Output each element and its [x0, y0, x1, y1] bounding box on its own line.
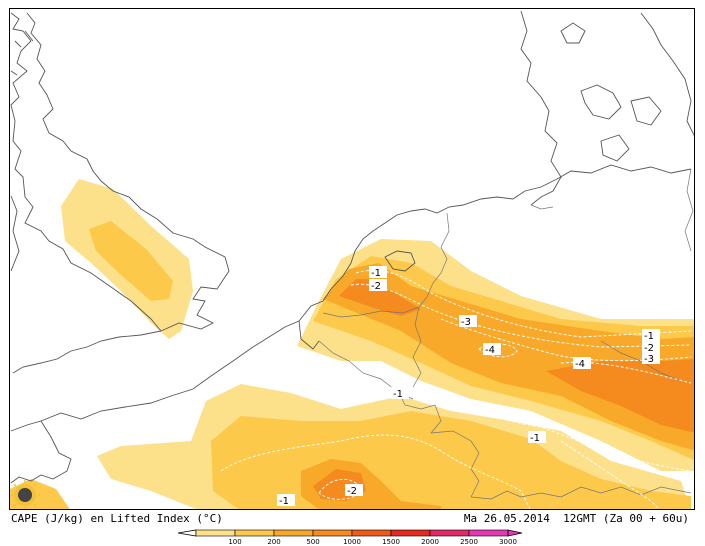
legend-swatch: [312, 529, 353, 537]
lifted-index-labels: -1 -2 -3 -4 -1 -2 -3 -4 -1 -1 -1 -2: [277, 266, 660, 507]
border-luxembourg: [398, 392, 442, 434]
legend-label: 2000: [421, 538, 439, 546]
svg-text:-1: -1: [393, 389, 403, 400]
li-label: -1: [391, 387, 409, 400]
border-belgium-netherlands: [322, 306, 420, 318]
legend-arrow-high: [507, 529, 523, 537]
legend-label: 1500: [382, 538, 400, 546]
coast-baltic-germany: [556, 164, 692, 180]
coast-ireland: [10, 195, 20, 272]
coastlines: [10, 10, 694, 484]
legend-swatch: [390, 529, 431, 537]
svg-text:-2: -2: [644, 343, 654, 354]
svg-text:-2: -2: [347, 486, 357, 497]
legend-arrow-low: [177, 529, 197, 537]
legend-swatch: [429, 529, 470, 537]
legend-label: 1000: [343, 538, 361, 546]
svg-text:-3: -3: [461, 317, 471, 328]
legend-swatch: [234, 529, 275, 537]
svg-text:-4: -4: [485, 345, 495, 356]
legend-swatch: [273, 529, 314, 537]
map-panel: -1 -2 -3 -4 -1 -2 -3 -4 -1 -1 -1 -2: [9, 8, 695, 510]
sun-logo-icon: [10, 480, 40, 509]
li-label: -2: [642, 341, 660, 354]
coast-ijsselmeer: [384, 250, 416, 272]
border-france-germany: [430, 430, 480, 498]
li-label: -1: [277, 494, 295, 507]
svg-text:-1: -1: [279, 496, 289, 507]
legend-swatch: [468, 529, 509, 537]
svg-text:-1: -1: [530, 433, 540, 444]
coast-france-north: [40, 320, 320, 422]
svg-text:-2: -2: [371, 281, 381, 292]
coast-brittany: [10, 420, 72, 484]
legend-swatch: [195, 529, 236, 537]
legend-swatch: [351, 529, 392, 537]
coast-britain-south: [12, 330, 162, 374]
border-germany-denmark: [530, 204, 554, 210]
coast-scotland-islands: [10, 30, 34, 76]
cape-area-germany-deep: [546, 359, 694, 433]
svg-text:-1: -1: [371, 268, 381, 279]
coast-denmark-islands: [560, 22, 662, 162]
map-caption-left: CAPE (J/kg) en Lifted Index (°C): [11, 512, 223, 525]
cape-shading: [10, 179, 694, 509]
legend-label: 2500: [460, 538, 478, 546]
li-label: -3: [642, 352, 660, 365]
border-germany-czech: [600, 340, 682, 382]
svg-text:-4: -4: [575, 359, 585, 370]
li-label: -1: [528, 431, 546, 444]
li-label: -2: [345, 484, 363, 497]
coast-denmark: [520, 10, 562, 206]
border-germany-austria: [560, 486, 692, 498]
li-label: -1: [369, 266, 387, 279]
legend-label: 500: [306, 538, 319, 546]
border-netherlands-germany: [418, 212, 450, 308]
li-label: -4: [573, 357, 591, 370]
map-caption-right: Ma 26.05.2014 12GMT (Za 00 + 60u): [463, 512, 689, 525]
li-label: -1: [642, 329, 660, 342]
coast-benelux: [298, 178, 558, 322]
cape-legend: 100 200 500 1000 1500 2000 2500 3000: [176, 528, 530, 546]
svg-text:-3: -3: [644, 354, 654, 365]
legend-label: 100: [228, 538, 241, 546]
svg-text:-1: -1: [644, 331, 654, 342]
coast-sweden: [640, 12, 694, 137]
cape-area-netherlands-deep: [339, 279, 421, 316]
map-canvas: -1 -2 -3 -4 -1 -2 -3 -4 -1 -1 -1 -2: [10, 10, 694, 509]
coast-britain: [10, 12, 230, 332]
li-label: -2: [369, 279, 387, 292]
border-germany-swiss: [470, 490, 562, 500]
li-label: -3: [459, 315, 477, 328]
border-belgium-germany: [412, 306, 422, 388]
legend-label: 200: [267, 538, 280, 546]
border-germany-poland: [684, 168, 694, 252]
cape-area-england-core: [89, 221, 173, 301]
li-label: -4: [483, 343, 501, 356]
country-borders: [318, 168, 694, 500]
legend-label: 3000: [499, 538, 517, 546]
legend-colorbar: 100 200 500 1000 1500 2000 2500 3000: [177, 529, 523, 546]
